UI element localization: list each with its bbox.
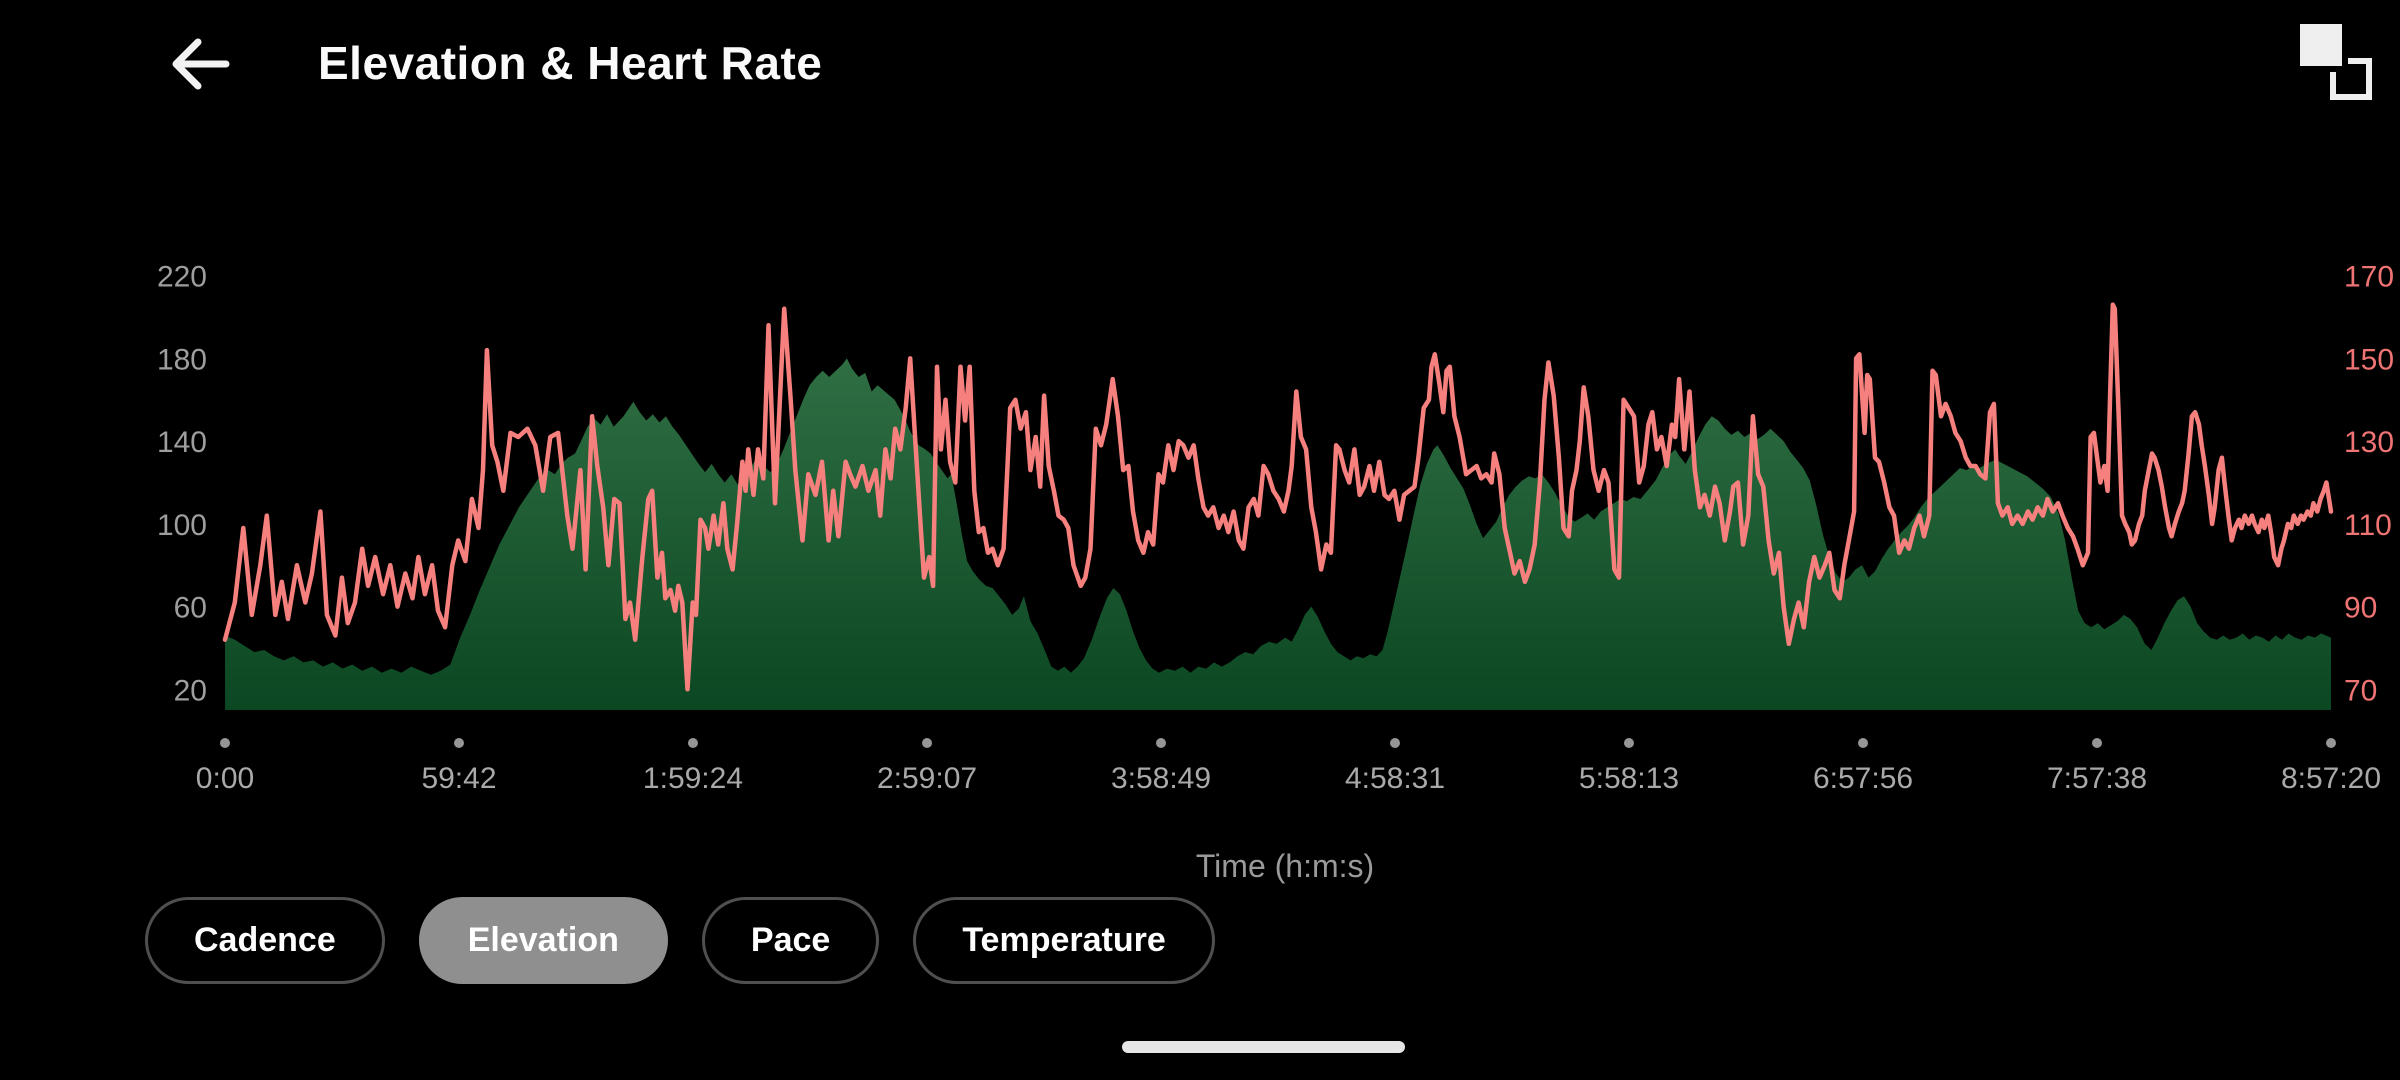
elevation-area (225, 358, 2331, 710)
back-button[interactable] (168, 34, 232, 94)
axis-tick-label: 1:59:24 (643, 762, 743, 795)
axis-tick-label: 110 (2344, 509, 2392, 542)
home-indicator[interactable] (1122, 1041, 1405, 1053)
axis-tick-label: 70 (2344, 674, 2377, 707)
x-axis-dot (220, 738, 230, 748)
axis-tick-label: 170 (2344, 261, 2394, 294)
x-axis-dot (687, 738, 698, 748)
x-axis-dot (1389, 738, 1400, 748)
x-axis-dot (1156, 738, 1167, 748)
x-axis-dot (453, 738, 464, 748)
tab-elevation[interactable]: Elevation (418, 897, 668, 984)
axis-tick-label: 180 (157, 343, 207, 376)
overlay-front-square-icon (2300, 24, 2342, 66)
x-axis-dot (2326, 738, 2336, 748)
axis-tick-label: 0:00 (196, 762, 254, 795)
axis-tick-label: 59:42 (421, 762, 496, 795)
page-title: Elevation & Heart Rate (318, 37, 823, 89)
heart-rate-line (222, 302, 2334, 692)
metric-tabs: Cadence Elevation Pace Temperature (145, 897, 1215, 984)
tab-pace[interactable]: Pace (701, 897, 880, 984)
axis-tick-label: 130 (2344, 426, 2394, 459)
x-axis-dot (1858, 738, 1869, 748)
x-axis-title: Time (h:m:s) (1195, 848, 1375, 884)
axis-tick-label: 6:57:56 (1813, 762, 1913, 795)
axis-tick-label: 7:57:38 (2047, 762, 2147, 795)
axis-tick-label: 2:59:07 (877, 762, 977, 795)
x-axis-dot (2092, 738, 2103, 748)
axis-tick-label: 220 (157, 261, 207, 294)
x-axis-dot (922, 738, 933, 748)
screenshot-overlay-button[interactable] (2300, 24, 2372, 100)
axis-tick-label: 90 (2344, 592, 2377, 625)
axis-tick-label: 4:58:31 (1345, 762, 1445, 795)
axis-tick-label: 20 (174, 674, 207, 707)
axis-tick-label: 140 (157, 426, 207, 459)
axis-tick-label: 100 (157, 509, 207, 542)
overlay-back-square-icon (2330, 58, 2372, 100)
axis-tick-label: 150 (2344, 343, 2394, 376)
arrow-left-icon (172, 38, 230, 90)
axis-tick-label: 8:57:20 (2281, 762, 2381, 795)
axis-tick-label: 3:58:49 (1111, 762, 1211, 795)
x-axis-dot (1623, 738, 1634, 748)
axis-tick-label: 60 (174, 592, 207, 625)
axis-tick-label: 5:58:13 (1579, 762, 1679, 795)
tab-temperature[interactable]: Temperature (913, 897, 1215, 984)
tab-cadence[interactable]: Cadence (145, 897, 385, 984)
